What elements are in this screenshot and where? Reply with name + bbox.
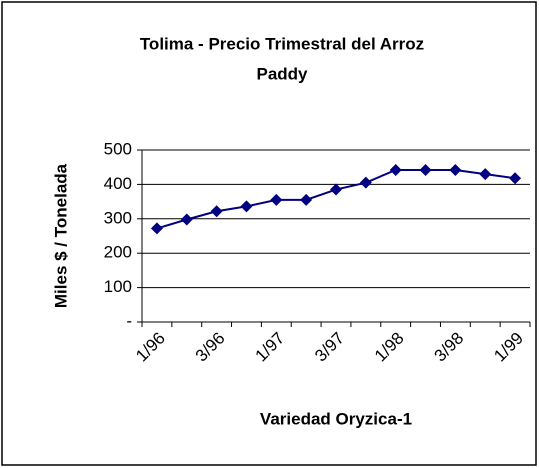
x-axis-title: Variedad Oryzica-1 [260, 409, 412, 428]
data-point [210, 205, 223, 218]
chart-title: Paddy [256, 64, 308, 83]
data-point [270, 193, 283, 206]
y-tick-label: 500 [104, 139, 132, 158]
data-point [150, 222, 163, 235]
data-point [509, 172, 522, 185]
data-point [330, 183, 342, 196]
y-tick-label: 300 [104, 208, 132, 227]
data-point [180, 213, 193, 226]
y-axis-title: Miles $ / Tonelada [51, 163, 70, 308]
data-point [300, 193, 313, 206]
data-point [449, 163, 462, 176]
y-tick-label: 100 [104, 277, 132, 296]
y-tick-label: 200 [104, 243, 132, 262]
data-point [359, 176, 372, 189]
data-point [240, 200, 253, 213]
data-point [479, 168, 492, 181]
chart-title: Tolima - Precio Trimestral del Arroz [140, 34, 424, 53]
data-point [419, 163, 432, 176]
y-tick-label: 400 [104, 174, 132, 193]
y-tick-label: - [126, 311, 132, 330]
data-point [389, 163, 402, 176]
